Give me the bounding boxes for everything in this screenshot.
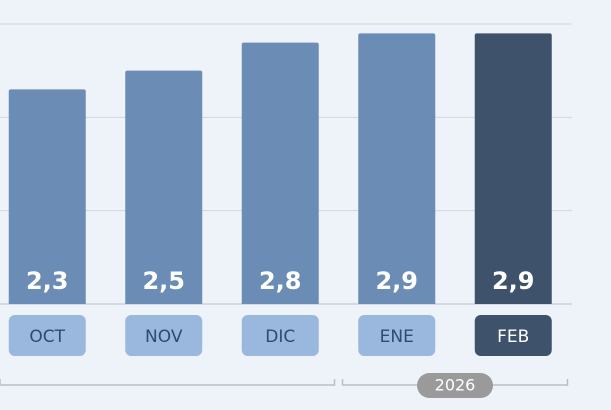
value-label: 2,9 [375,267,418,295]
group-pill [417,373,493,398]
group-bracket [0,379,336,386]
bar [358,33,436,304]
x-tick-label: OCT [29,327,65,347]
bar [474,33,552,304]
x-tick-label: FEB [497,327,529,347]
group-label: 2026 [435,376,476,395]
value-label: 2,8 [259,267,302,295]
x-tick-label: DIC [265,327,295,347]
category-box [241,315,319,356]
value-label: 2,9 [492,267,535,295]
category-box [125,315,203,356]
bar [125,70,203,305]
bar [241,42,319,305]
x-tick-label: ENE [380,327,414,347]
value-label: 2,5 [142,267,185,295]
category-box [358,315,436,356]
category-box [474,315,552,356]
x-tick-label: NOV [145,327,183,347]
category-box [8,315,86,356]
bar [8,89,86,304]
value-label: 2,3 [26,267,69,295]
